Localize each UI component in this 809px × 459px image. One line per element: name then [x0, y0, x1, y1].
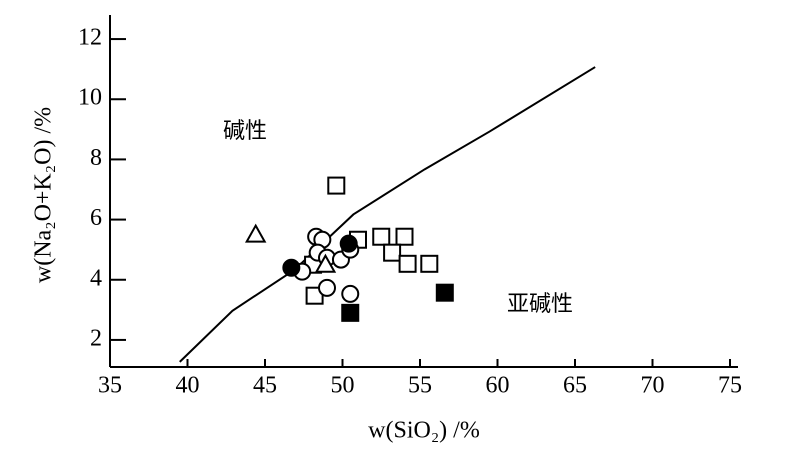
- x-axis-label: w(SiO₂) /%: [368, 418, 480, 444]
- point: [372, 227, 391, 246]
- point: [395, 227, 414, 246]
- point: [341, 284, 360, 303]
- y-tick-label: 2: [90, 325, 102, 351]
- y-tick-label: 4: [90, 265, 102, 291]
- y-tick-label: 10: [78, 85, 102, 111]
- x-tick-label: 55: [408, 373, 432, 399]
- x-tick-label: 75: [718, 373, 742, 399]
- point: [435, 283, 454, 302]
- point: [339, 234, 358, 253]
- boundary-line: [179, 66, 596, 363]
- x-tick-label: 70: [641, 373, 665, 399]
- point: [398, 254, 417, 273]
- x-tick-label: 45: [253, 373, 277, 399]
- annotation: 亚碱性: [507, 291, 573, 316]
- x-tick-label: 50: [331, 373, 355, 399]
- point: [327, 176, 346, 195]
- annotation: 碱性: [223, 118, 267, 143]
- point: [314, 253, 337, 273]
- y-tick-label: 12: [78, 25, 102, 51]
- x-tick-label: 65: [563, 373, 587, 399]
- x-tick-label: 35: [98, 373, 122, 399]
- point: [244, 223, 267, 243]
- point: [318, 278, 336, 297]
- y-tick-label: 6: [90, 205, 102, 231]
- y-tick-label: 8: [90, 145, 102, 171]
- point: [341, 303, 360, 322]
- x-tick-label: 60: [486, 373, 510, 399]
- y-axis-label: w(Na₂O+K₂O) /%: [31, 107, 57, 283]
- point: [420, 254, 439, 273]
- x-tick-label: 40: [176, 373, 200, 399]
- point: [383, 243, 402, 262]
- point: [282, 258, 301, 277]
